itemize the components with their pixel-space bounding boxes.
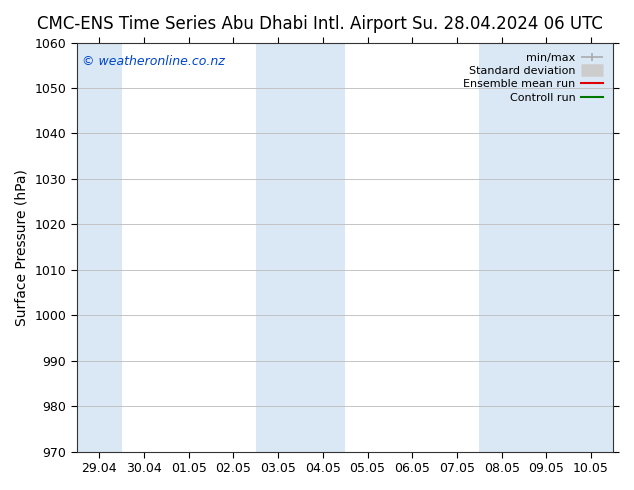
Bar [479, 43, 614, 452]
Bar [256, 43, 345, 452]
Bar [77, 43, 122, 452]
Text: CMC-ENS Time Series Abu Dhabi Intl. Airport: CMC-ENS Time Series Abu Dhabi Intl. Airp… [37, 15, 407, 33]
Y-axis label: Surface Pressure (hPa): Surface Pressure (hPa) [15, 169, 29, 325]
Legend: min/max, Standard deviation, Ensemble mean run, Controll run: min/max, Standard deviation, Ensemble me… [459, 48, 608, 107]
Text: Su. 28.04.2024 06 UTC: Su. 28.04.2024 06 UTC [411, 15, 603, 33]
Text: © weatheronline.co.nz: © weatheronline.co.nz [82, 55, 225, 68]
